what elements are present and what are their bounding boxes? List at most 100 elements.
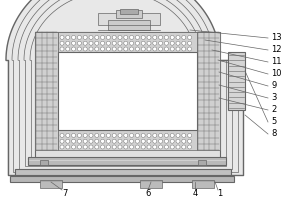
Bar (140, 180, 162, 188)
Circle shape (176, 145, 180, 149)
Circle shape (153, 133, 157, 137)
Circle shape (118, 139, 122, 143)
Circle shape (176, 47, 180, 51)
Circle shape (164, 145, 168, 149)
Text: 8: 8 (271, 130, 276, 138)
Circle shape (159, 35, 163, 39)
Text: 9: 9 (271, 82, 276, 90)
Circle shape (159, 47, 163, 51)
Circle shape (176, 41, 180, 45)
Circle shape (170, 133, 174, 137)
Circle shape (89, 41, 93, 45)
Circle shape (182, 47, 186, 51)
Circle shape (147, 47, 151, 51)
Circle shape (112, 35, 116, 39)
Circle shape (170, 145, 174, 149)
Text: 3: 3 (271, 94, 276, 102)
Circle shape (170, 35, 174, 39)
Circle shape (89, 139, 93, 143)
Circle shape (106, 35, 110, 39)
Circle shape (83, 41, 87, 45)
Circle shape (159, 139, 163, 143)
Bar (40, 160, 48, 165)
Circle shape (130, 139, 134, 143)
Circle shape (176, 35, 180, 39)
Circle shape (95, 35, 99, 39)
Text: 6: 6 (145, 188, 151, 198)
Circle shape (72, 133, 76, 137)
Circle shape (141, 139, 145, 143)
Circle shape (170, 47, 174, 51)
Circle shape (118, 47, 122, 51)
Circle shape (118, 35, 122, 39)
Circle shape (141, 47, 145, 51)
Circle shape (66, 47, 70, 51)
Circle shape (188, 35, 192, 39)
Circle shape (164, 47, 168, 51)
Circle shape (77, 47, 81, 51)
Circle shape (153, 35, 157, 39)
Circle shape (135, 47, 140, 51)
Bar (35, 32, 220, 160)
Circle shape (95, 133, 99, 137)
Circle shape (100, 41, 105, 45)
Circle shape (135, 35, 140, 39)
Text: 13: 13 (271, 33, 282, 43)
Circle shape (89, 133, 93, 137)
Circle shape (60, 41, 64, 45)
Circle shape (100, 145, 105, 149)
Circle shape (106, 139, 110, 143)
Circle shape (130, 145, 134, 149)
Circle shape (66, 41, 70, 45)
Circle shape (182, 145, 186, 149)
Circle shape (124, 133, 128, 137)
Circle shape (72, 139, 76, 143)
Circle shape (124, 145, 128, 149)
Circle shape (159, 145, 163, 149)
Bar (15, 169, 231, 175)
Circle shape (66, 35, 70, 39)
Text: 5: 5 (271, 117, 276, 127)
Bar (98, 13, 160, 25)
Circle shape (159, 133, 163, 137)
Circle shape (141, 41, 145, 45)
Circle shape (112, 145, 116, 149)
Circle shape (130, 41, 134, 45)
Circle shape (72, 145, 76, 149)
Circle shape (170, 41, 174, 45)
Circle shape (95, 47, 99, 51)
Circle shape (188, 47, 192, 51)
Circle shape (72, 41, 76, 45)
Circle shape (66, 139, 70, 143)
Circle shape (89, 47, 93, 51)
Circle shape (100, 47, 105, 51)
Circle shape (135, 145, 140, 149)
Circle shape (100, 139, 105, 143)
Circle shape (147, 139, 151, 143)
Bar (10, 176, 234, 182)
Circle shape (153, 139, 157, 143)
Circle shape (106, 47, 110, 51)
Circle shape (164, 133, 168, 137)
Circle shape (182, 139, 186, 143)
Circle shape (60, 145, 64, 149)
Circle shape (147, 145, 151, 149)
Circle shape (95, 41, 99, 45)
Bar (35, 32, 58, 150)
Circle shape (60, 47, 64, 51)
Circle shape (106, 41, 110, 45)
Circle shape (164, 41, 168, 45)
Circle shape (141, 145, 145, 149)
Circle shape (60, 35, 64, 39)
Circle shape (124, 41, 128, 45)
Circle shape (159, 41, 163, 45)
Circle shape (164, 139, 168, 143)
Circle shape (77, 139, 81, 143)
Bar (116, 10, 142, 18)
Circle shape (106, 145, 110, 149)
Circle shape (153, 47, 157, 51)
Circle shape (147, 41, 151, 45)
Circle shape (95, 139, 99, 143)
Circle shape (89, 35, 93, 39)
Bar (192, 180, 214, 188)
